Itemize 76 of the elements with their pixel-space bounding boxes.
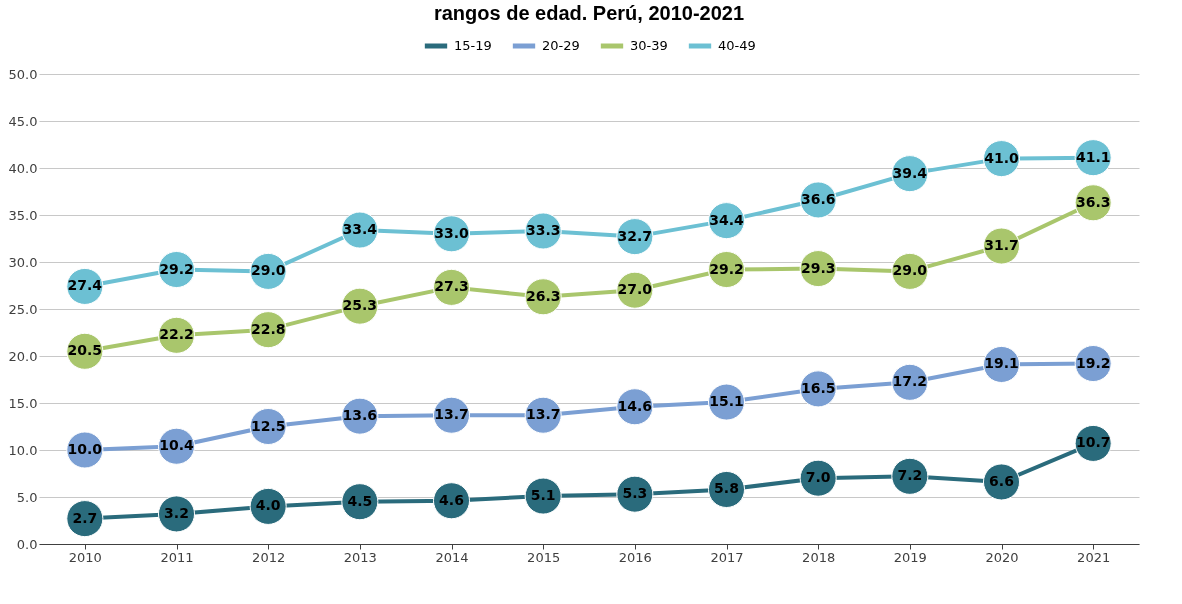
data-label: 33.4: [342, 221, 378, 238]
data-label: 29.0: [892, 262, 928, 279]
y-tick-label: 50.0: [8, 66, 38, 82]
legend-label: 30-39: [630, 38, 668, 53]
data-label: 29.2: [709, 260, 744, 277]
data-label: 19.1: [984, 355, 1019, 372]
data-label: 41.1: [1075, 148, 1111, 165]
data-label: 17.2: [892, 373, 928, 390]
data-label: 22.8: [250, 320, 286, 337]
data-label: 5.8: [714, 480, 739, 497]
y-tick-label: 5.0: [16, 489, 38, 505]
legend-label: 20-29: [542, 38, 580, 53]
data-label: 29.3: [800, 259, 836, 276]
data-label: 15.1: [709, 393, 744, 410]
data-label: 14.6: [617, 397, 653, 414]
data-label: 10.4: [159, 437, 195, 454]
x-tick-label: 2015: [527, 549, 561, 565]
data-label: 7.2: [897, 467, 923, 484]
y-tick-label: 20.0: [8, 348, 38, 364]
data-label: 10.7: [1075, 434, 1111, 451]
data-label: 29.0: [250, 262, 286, 279]
y-tick-label: 40.0: [8, 160, 38, 176]
data-label: 2.7: [72, 509, 98, 526]
data-label: 31.7: [984, 237, 1019, 254]
data-label: 7.0: [805, 469, 831, 486]
data-label: 27.0: [617, 281, 653, 298]
x-tick-label: 2017: [710, 549, 744, 565]
data-label: 26.3: [525, 287, 561, 304]
x-tick-label: 2010: [68, 549, 102, 565]
data-label: 13.7: [434, 406, 469, 423]
y-tick-label: 15.0: [8, 395, 38, 411]
data-label: 6.6: [989, 472, 1014, 489]
y-tick-label: 35.0: [8, 207, 38, 223]
y-tick-label: 0.0: [16, 536, 38, 552]
data-label: 34.4: [709, 211, 745, 228]
data-label: 32.7: [617, 227, 653, 244]
data-label: 29.2: [159, 260, 194, 277]
data-label: 5.3: [622, 485, 648, 502]
data-label: 22.2: [159, 326, 194, 343]
data-label: 36.6: [800, 190, 836, 207]
y-tick-label: 30.0: [8, 254, 38, 270]
data-label: 27.3: [434, 278, 469, 295]
data-label: 27.4: [67, 277, 103, 294]
data-label: 12.5: [250, 417, 286, 434]
data-label: 19.2: [1075, 354, 1111, 371]
data-label: 33.0: [434, 224, 470, 241]
x-tick-label: 2016: [618, 549, 652, 565]
x-tick-label: 2014: [435, 549, 469, 565]
legend-label: 15-19: [454, 38, 492, 53]
y-tick-label: 45.0: [8, 113, 38, 129]
data-label: 20.5: [67, 342, 103, 359]
data-label: 5.1: [530, 487, 556, 504]
data-label: 13.6: [342, 407, 378, 424]
x-tick-label: 2021: [1077, 549, 1111, 565]
data-label: 4.0: [255, 497, 281, 514]
data-label: 41.0: [984, 149, 1020, 166]
data-label: 10.0: [67, 441, 103, 457]
data-label: 13.7: [525, 406, 561, 423]
data-label: 33.3: [525, 221, 561, 238]
data-label: 25.3: [342, 297, 378, 314]
y-tick-label: 25.0: [8, 301, 38, 317]
x-tick-label: 2020: [985, 549, 1019, 565]
data-label: 3.2: [164, 504, 189, 521]
data-label: 4.6: [439, 491, 464, 508]
data-label: 39.4: [892, 164, 928, 181]
data-label: 36.3: [1075, 193, 1111, 210]
chart-title: rangos de edad. Perú, 2010-2021: [433, 2, 745, 24]
x-tick-label: 2019: [893, 549, 927, 565]
data-label: 4.5: [347, 492, 373, 509]
legend-label: 40-49: [718, 38, 756, 53]
x-tick-label: 2011: [160, 549, 194, 565]
x-tick-label: 2013: [343, 549, 377, 565]
x-tick-label: 2012: [252, 549, 286, 565]
y-tick-label: 10.0: [8, 442, 38, 458]
data-label: 16.5: [800, 379, 836, 396]
x-tick-label: 2018: [802, 549, 836, 565]
